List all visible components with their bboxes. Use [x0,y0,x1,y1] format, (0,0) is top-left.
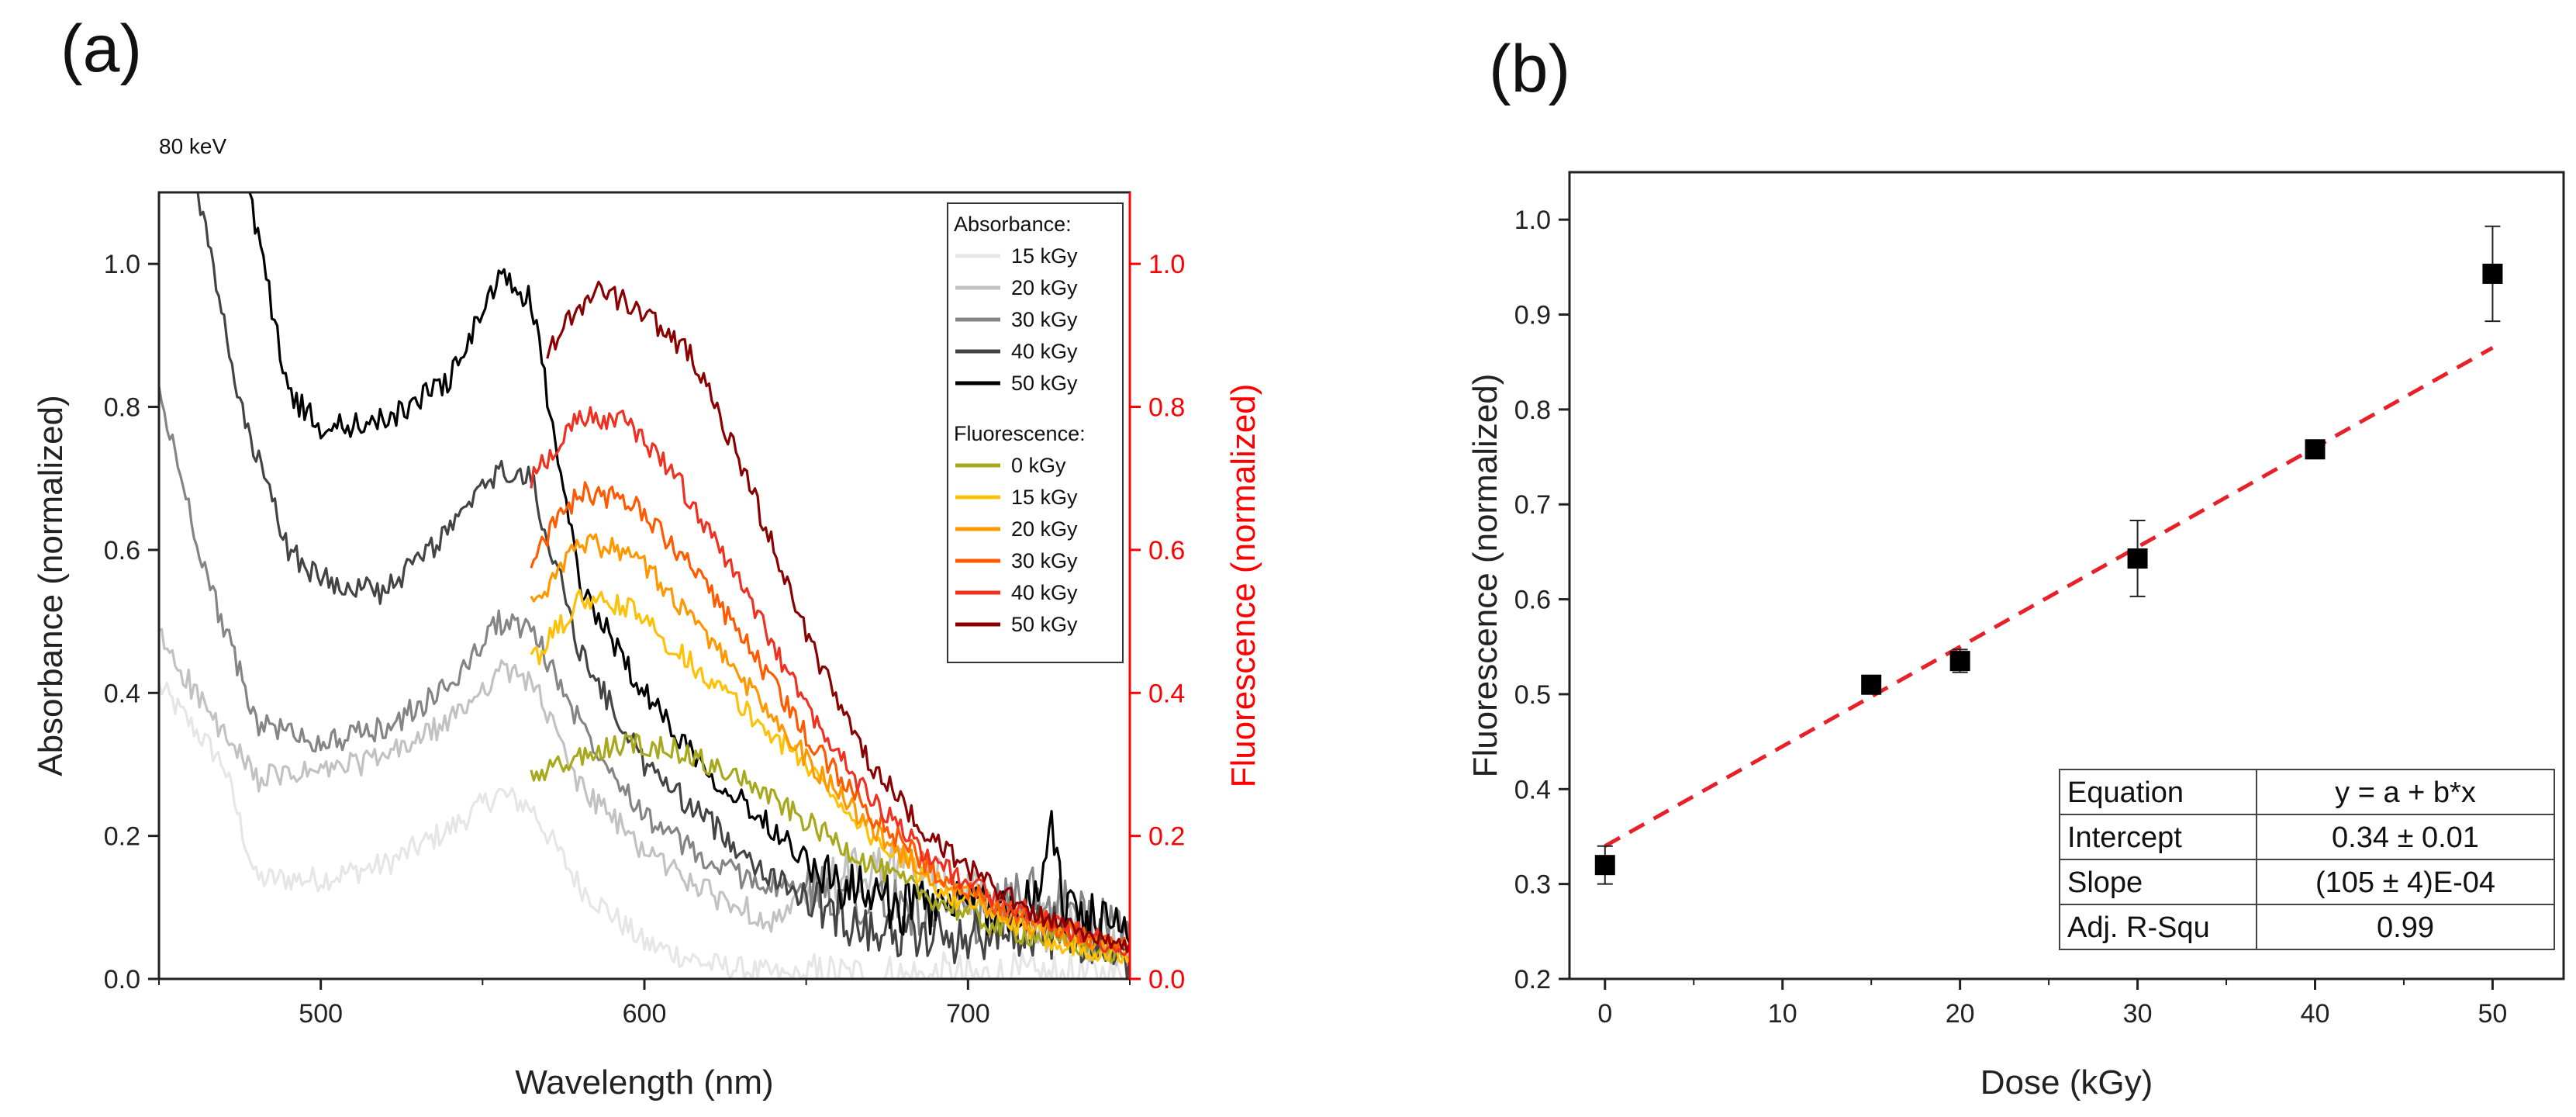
panel-b: (b) 0 10 20 30 40 50 0.2 0.3 0.4 0.5 0.6 0.7 0.8 0.9… [1466,32,2565,1101]
panel-a-y2-ticks: 0.0 0.2 0.4 0.6 0.8 1.0 [1130,250,1185,994]
absorbance-series-line [158,628,1131,967]
table-row-label: Intercept [2067,821,2182,854]
data-point [1594,855,1615,876]
fit-results-table: Equation y = a + b*x Intercept 0.34 ± 0.01 S… [2059,769,2555,950]
table-cell [2059,904,2257,950]
x-tick-label: 0 [1597,999,1612,1029]
fluorescence-series-line [530,533,1131,954]
legend-entry-label: 50 kGy [1011,613,1078,636]
x-tick-label: 20 [1946,999,1975,1029]
fluorescence-series-line [530,733,1131,963]
energy-annotation: 80 keV [159,134,226,158]
y-tick-label: 1.0 [104,250,140,279]
absorbance-series-line [196,192,1131,980]
legend-box [947,202,1124,663]
table-cell [2059,814,2257,860]
table-cell [2256,859,2555,905]
x-tick-label: 600 [623,999,667,1029]
panel-a-x-ticks: 500 600 700 [158,979,1131,1029]
panel-b-y-ticks: 0.2 0.3 0.4 0.5 0.6 0.7 0.8 0.9 1.0 [1514,206,1569,994]
x-tick-label: 10 [1768,999,1797,1029]
data-point [1949,651,1970,672]
table-row-label: Slope [2067,866,2143,899]
x-tick-label: 50 [2478,999,2508,1029]
legend-entry-label: 0 kGy [1011,454,1066,477]
panel-b-y-label: Fluorescence (normalized) [1466,374,1504,778]
fluorescence-series-line [530,589,1131,964]
y2-tick-label: 0.0 [1148,965,1185,994]
panel-b-points [1594,225,2503,885]
y-tick-label: 0.8 [1514,396,1551,425]
table-row-value: 0.34 ± 0.01 [2332,821,2479,854]
x-tick-label: 700 [946,999,990,1029]
table-cell [2256,814,2555,860]
y-tick-label: 0.3 [1514,870,1551,900]
table-cell [2256,904,2555,950]
y-tick-label: 1.0 [1514,206,1551,235]
y-tick-label: 0.2 [1514,965,1551,994]
y2-tick-label: 0.8 [1148,393,1185,423]
x-tick-label: 40 [2301,999,2330,1029]
panel-b-label: (b) [1489,32,1570,106]
y-tick-label: 0.7 [1514,490,1551,520]
absorbance-series-line [157,681,1130,980]
y-tick-label: 0.6 [1514,586,1551,615]
panel-a-y2-label: Fluorescence (normalized) [1224,384,1262,788]
panel-a-label: (a) [60,12,142,86]
panel-a: (a) 80 keV 500 600 700 0.00.20.40.60.81.0 … [32,12,1262,1101]
legend-entry-label: 40 kGy [1011,340,1078,363]
data-point [2127,548,2148,569]
absorbance-series-line [248,192,1131,944]
table-row-value: (105 ± 4)E-04 [2315,866,2495,899]
data-point [1861,674,1882,695]
panel-b-x-label: Dose (kGy) [1980,1063,2153,1101]
legend-group-title: Fluorescence: [954,422,1086,445]
y2-tick-label: 0.2 [1148,822,1185,852]
legend-entry-label: 40 kGy [1011,581,1078,604]
legend-entry-label: 50 kGy [1011,372,1078,395]
y-tick-label: 0.6 [104,536,140,565]
y2-tick-label: 1.0 [1148,250,1185,279]
panel-b-fit [1604,346,2494,848]
data-point [2482,263,2503,284]
y-tick-label: 0.4 [104,679,140,708]
panel-a-y-ticks: 0.0 0.2 0.4 0.6 0.8 1.0 [104,250,159,994]
data-point [2305,439,2326,460]
legend-entry-label: 20 kGy [1011,517,1078,541]
y-tick-label: 0.5 [1514,680,1551,710]
panel-b-x-ticks: 0 10 20 30 40 50 [1597,979,2507,1029]
y2-tick-label: 0.6 [1148,536,1185,565]
table-row-label: Adj. R-Squ [2067,911,2210,944]
legend-entry-label: 30 kGy [1011,549,1078,572]
legend-entry-label: 15 kGy [1011,244,1078,268]
table-row-value: 0.99 [2377,911,2434,944]
x-tick-label: 500 [299,999,343,1029]
y-tick-label: 0.4 [1514,775,1551,804]
legend-group-title: Absorbance: [954,213,1072,236]
y-tick-label: 0.8 [104,393,140,423]
legend-entry-label: 30 kGy [1011,308,1078,331]
table-cell [2059,859,2257,905]
legend-entry-label: 15 kGy [1011,486,1078,509]
y-tick-label: 0.2 [104,822,140,852]
legend-entry-label: 20 kGy [1011,276,1078,299]
panel-a-x-label: Wavelength (nm) [515,1063,773,1101]
y-tick-label: 0.9 [1514,301,1551,330]
table-row-value: y = a + b*x [2335,776,2476,809]
y2-tick-label: 0.4 [1148,679,1185,708]
table-row-label: Equation [2067,776,2184,809]
table-cell [2059,769,2257,815]
panel-a-series [157,192,1131,980]
linear-fit-line [1604,346,2494,848]
panel-a-legend: Absorbance: 15 kGy 20 kGy 30 kGy 40 kGy 50 kG… [947,202,1124,663]
panel-a-y-label: Absorbance (normalized) [32,395,70,776]
y-tick-label: 0.0 [104,965,140,994]
x-tick-label: 30 [2123,999,2153,1029]
panel-b-frame [1568,171,2565,980]
fluorescence-series-line [546,280,1131,953]
